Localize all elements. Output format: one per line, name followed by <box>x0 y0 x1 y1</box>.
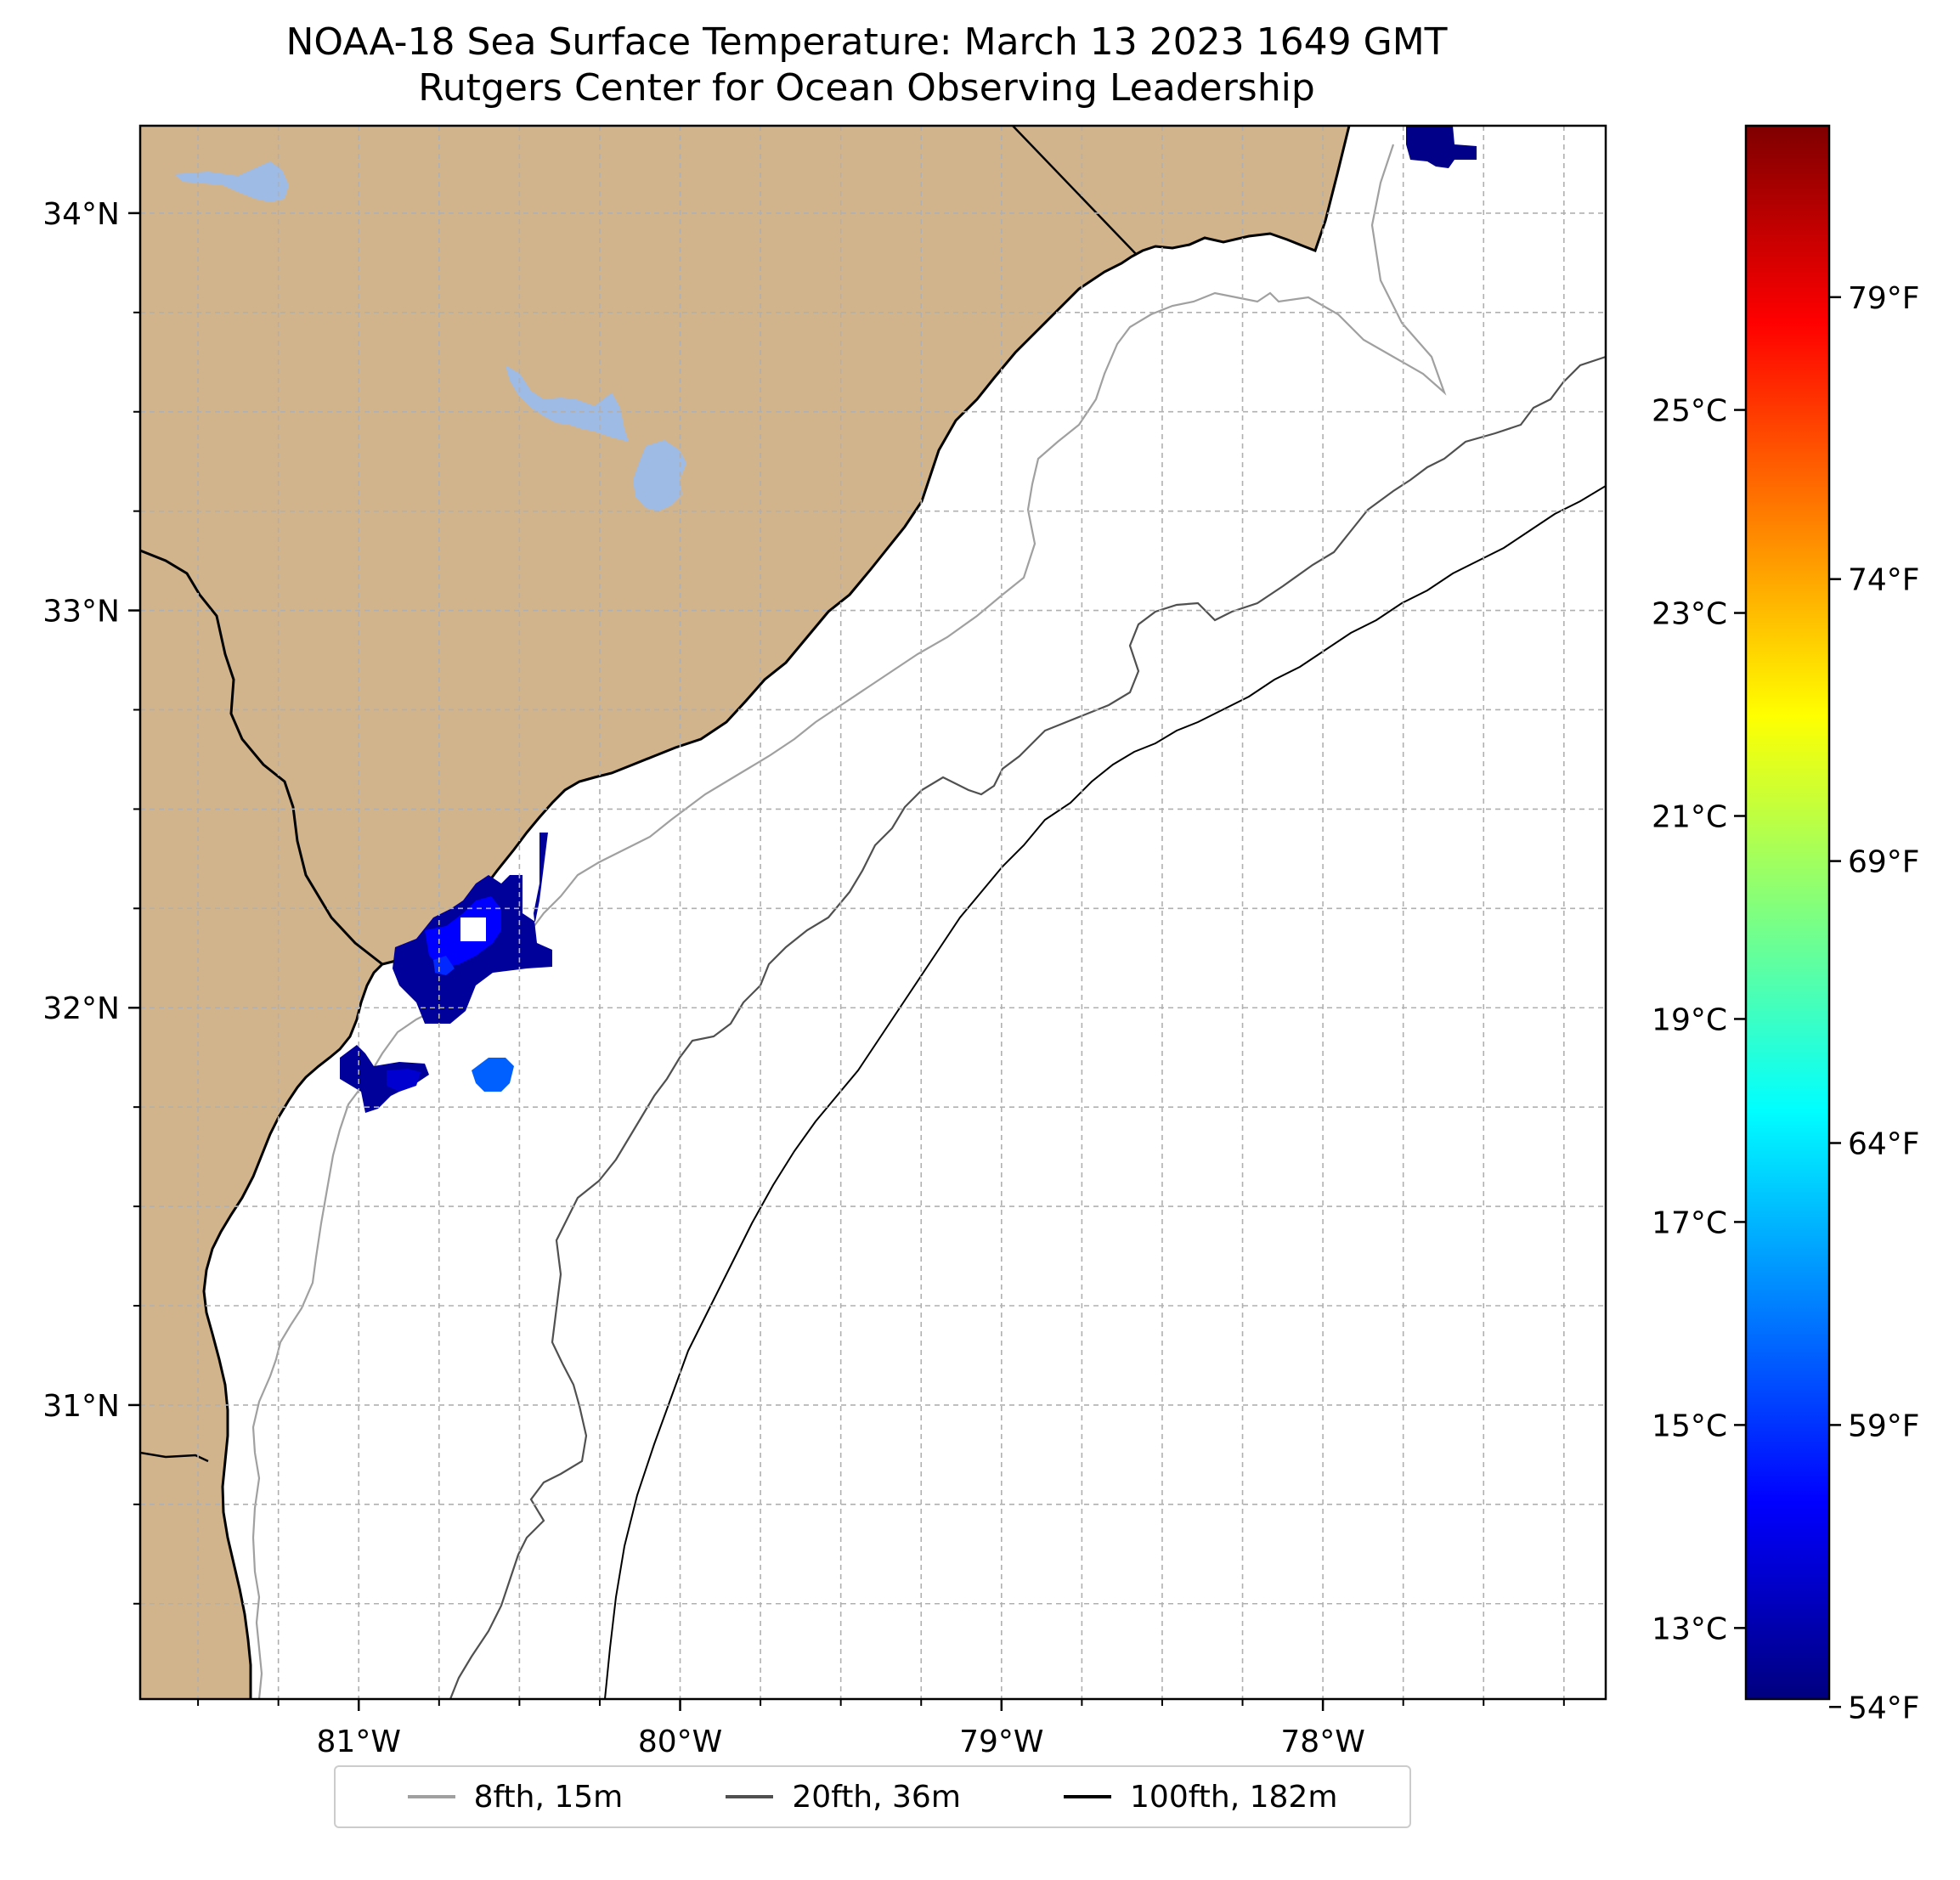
gridlines <box>140 126 1606 1699</box>
chart-title: NOAA-18 Sea Surface Temperature: March 1… <box>285 20 1448 64</box>
map-frame <box>138 124 1607 1701</box>
lat-tick-label: 32°N <box>42 991 120 1026</box>
celsius-tick-label: 13°C <box>1652 1612 1727 1646</box>
legend-item-182m: 100fth, 182m <box>1064 1780 1337 1815</box>
legend-swatch <box>407 1795 455 1798</box>
sst-patch <box>1406 126 1477 168</box>
legend: 8fth, 15m 20fth, 36m 100fth, 182m <box>334 1765 1411 1828</box>
fahrenheit-tick-label: 79°F <box>1848 281 1920 316</box>
legend-item-15m: 8fth, 15m <box>407 1779 624 1815</box>
lat-tick-label: 34°N <box>42 197 120 232</box>
state-border-nc-sc <box>1012 126 1138 256</box>
celsius-tick-label: 25°C <box>1652 394 1727 429</box>
state-border-sc-ga <box>140 549 383 966</box>
colorbar <box>1744 124 1831 1701</box>
fahrenheit-tick-label: 64°F <box>1848 1126 1920 1161</box>
sst-patch <box>387 1069 421 1092</box>
chart-subtitle: Rutgers Center for Ocean Observing Leade… <box>418 66 1315 110</box>
legend-swatch <box>726 1795 774 1798</box>
fahrenheit-tick-label: 74°F <box>1848 563 1920 598</box>
legend-label: 20fth, 36m <box>792 1779 961 1815</box>
fahrenheit-tick-label: 69°F <box>1848 845 1920 880</box>
sst-patch <box>340 1045 429 1113</box>
sst-gap <box>460 917 486 941</box>
colorbar-ticks: 13°C 15°C 17°C 19°C 21°C 23°C 25°C 54°F 59°F 64°F… <box>1652 281 1919 1725</box>
celsius-tick-label: 19°C <box>1652 1002 1727 1037</box>
lake-north <box>174 161 289 202</box>
lake-marion <box>506 365 629 442</box>
celsius-tick-label: 21°C <box>1652 799 1727 834</box>
contour-36m <box>449 355 1606 1699</box>
celsius-tick-label: 15°C <box>1652 1409 1727 1443</box>
state-border-ga-fl <box>140 1451 209 1463</box>
legend-label: 8fth, 15m <box>473 1779 624 1815</box>
celsius-tick-label: 23°C <box>1652 597 1727 632</box>
legend-item-36m: 20fth, 36m <box>726 1780 961 1815</box>
sst-data <box>340 126 1477 1113</box>
lon-tick-label: 78°W <box>1280 1725 1364 1759</box>
legend-label: 100fth, 182m <box>1130 1779 1338 1815</box>
land <box>140 126 1349 1699</box>
coastline <box>202 126 1351 1699</box>
map-area <box>140 126 1606 1699</box>
fahrenheit-tick-label: 54°F <box>1848 1691 1920 1725</box>
lon-tick-label: 80°W <box>638 1725 722 1759</box>
lon-tick-label: 79°W <box>959 1725 1043 1759</box>
lat-tick-label: 31°N <box>42 1389 120 1424</box>
fahrenheit-tick-label: 59°F <box>1848 1409 1920 1443</box>
contour-15m <box>251 144 1447 1699</box>
sst-patch <box>472 1058 514 1092</box>
lat-tick-label: 33°N <box>42 595 120 629</box>
lake-moultrie <box>633 440 686 511</box>
lon-tick-label: 81°W <box>317 1725 401 1759</box>
legend-swatch <box>1064 1795 1112 1798</box>
celsius-tick-label: 17°C <box>1652 1205 1727 1240</box>
axis-ticks: 81°W 80°W 79°W 78°W 34°N 33°N 32°N 31°N <box>42 197 1565 1759</box>
contour-182m <box>604 485 1606 1699</box>
